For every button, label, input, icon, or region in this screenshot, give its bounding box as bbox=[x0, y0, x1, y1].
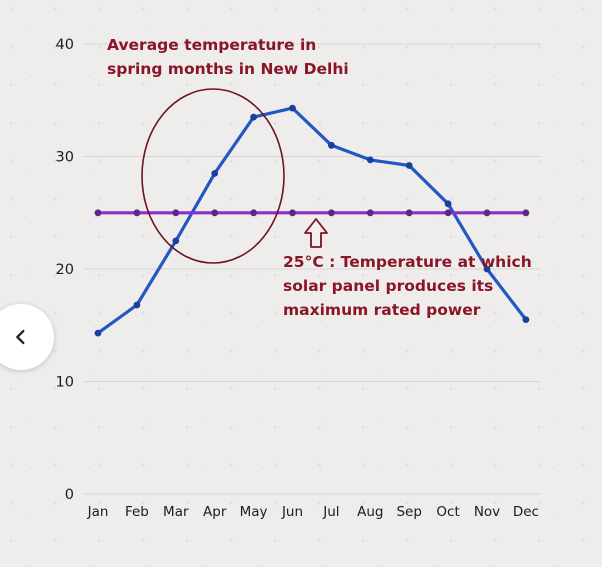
data-point-marker bbox=[133, 301, 141, 309]
x-tick-label: Apr bbox=[203, 504, 227, 520]
x-tick-label: May bbox=[240, 504, 268, 520]
y-tick-label: 20 bbox=[56, 262, 74, 278]
x-tick-label: Jul bbox=[322, 504, 339, 520]
annotation-line: solar panel produces its bbox=[283, 277, 493, 295]
x-tick-label: Dec bbox=[513, 504, 539, 520]
data-point-marker bbox=[211, 209, 219, 217]
data-point-marker bbox=[405, 209, 413, 217]
x-tick-label: Oct bbox=[436, 504, 459, 520]
data-point-marker bbox=[483, 265, 491, 273]
data-point-marker bbox=[94, 329, 102, 337]
x-tick-label: Jan bbox=[87, 504, 109, 520]
data-point-marker bbox=[289, 104, 296, 112]
data-point-marker bbox=[522, 316, 530, 323]
x-tick-label: Mar bbox=[163, 504, 189, 520]
data-point-marker bbox=[250, 113, 257, 121]
y-tick-label: 10 bbox=[56, 375, 74, 391]
data-point-marker bbox=[366, 209, 374, 217]
rated-power-annotation-label: 25°C : Temperature at which solar panel … bbox=[283, 253, 532, 319]
data-point-marker bbox=[133, 209, 141, 217]
x-tick-label: Aug bbox=[357, 504, 383, 520]
annotation-line: spring months in New Delhi bbox=[107, 60, 349, 78]
ellipse-highlight bbox=[141, 88, 285, 264]
x-tick-label: Feb bbox=[125, 504, 149, 520]
data-point-marker bbox=[366, 156, 374, 164]
data-point-marker bbox=[172, 237, 180, 245]
x-tick-label: Nov bbox=[474, 504, 500, 520]
data-point-marker bbox=[483, 209, 491, 217]
y-tick-label: 30 bbox=[56, 150, 74, 166]
arrow-up-icon bbox=[304, 218, 328, 248]
data-point-marker bbox=[211, 170, 219, 177]
spring-annotation-label: Average temperature in spring months in … bbox=[107, 36, 349, 78]
data-point-marker bbox=[328, 209, 335, 217]
data-point-marker bbox=[172, 209, 180, 217]
data-point-marker bbox=[522, 209, 530, 217]
y-tick-label: 40 bbox=[56, 37, 74, 53]
y-tick-label: 0 bbox=[65, 487, 74, 503]
data-point-marker bbox=[94, 209, 102, 217]
up-arrow-annotation bbox=[304, 218, 328, 248]
data-point-marker bbox=[405, 162, 413, 169]
chevron-left-icon bbox=[16, 329, 25, 345]
x-tick-label: Jun bbox=[281, 504, 303, 520]
annotation-line: 25°C : Temperature at which bbox=[283, 253, 532, 271]
data-point-marker bbox=[444, 200, 452, 208]
annotation-line: Average temperature in bbox=[107, 36, 316, 54]
series-lines bbox=[94, 104, 530, 337]
annotation-line: maximum rated power bbox=[283, 301, 481, 319]
spring-ellipse-annotation bbox=[141, 88, 285, 264]
data-point-marker bbox=[250, 209, 257, 217]
x-axis-labels: Jan Feb Mar Apr May Jun Jul Aug Sep Oct Nov Dec bbox=[87, 504, 539, 520]
series-line-average-monthly-temperature-new-delhi bbox=[96, 106, 528, 335]
data-point-marker bbox=[289, 209, 296, 217]
data-point-marker bbox=[444, 209, 452, 217]
x-tick-label: Sep bbox=[396, 504, 421, 520]
carousel-back-button[interactable] bbox=[0, 304, 54, 370]
data-point-marker bbox=[328, 141, 335, 149]
